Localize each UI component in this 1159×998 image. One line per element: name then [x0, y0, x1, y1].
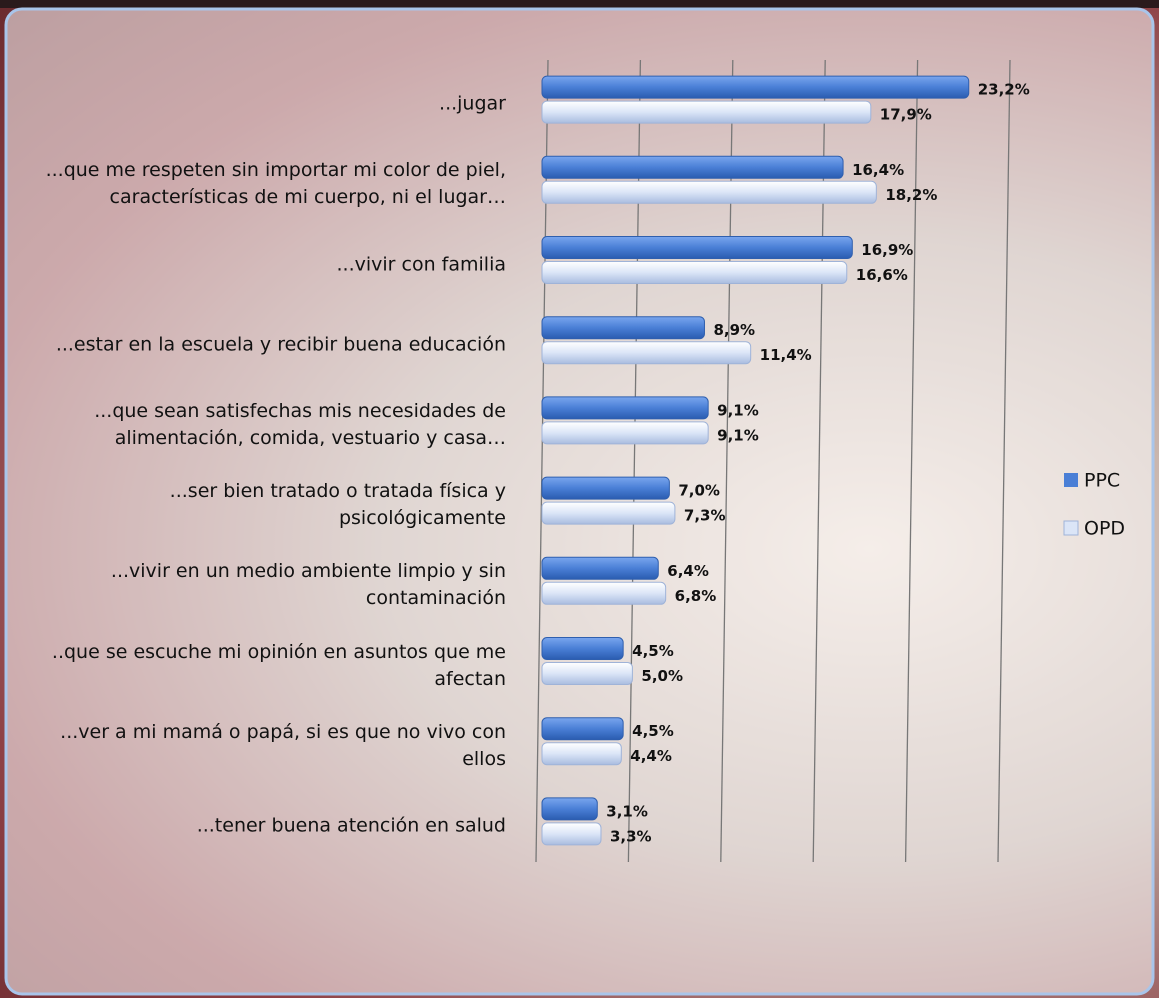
bar	[541, 316, 705, 340]
bar	[541, 717, 624, 741]
category-label: ...vivir con familia	[336, 253, 507, 275]
bar	[541, 797, 598, 821]
bar	[541, 100, 872, 124]
value-label: 23,2%	[978, 81, 1030, 99]
value-label: 3,3%	[610, 827, 652, 845]
category-label: ...jugar	[439, 92, 506, 115]
value-label: 3,1%	[606, 802, 648, 820]
bar	[541, 261, 848, 284]
value-label: 16,4%	[852, 161, 904, 179]
bar	[541, 236, 853, 259]
value-label: 4,4%	[630, 747, 672, 765]
bar	[541, 742, 622, 766]
panel	[4, 7, 1155, 996]
legend-label: OPD	[1084, 518, 1125, 540]
bar	[541, 662, 633, 685]
bar	[541, 180, 877, 204]
grid-line	[997, 59, 1011, 863]
bar	[541, 396, 709, 420]
legend-label: PPC	[1084, 470, 1120, 492]
bar	[541, 581, 667, 605]
bar	[541, 476, 670, 500]
value-label: 5,0%	[641, 667, 683, 685]
value-label: 18,2%	[885, 186, 937, 204]
bar	[541, 421, 709, 445]
value-label: 7,0%	[678, 482, 720, 500]
bar	[541, 556, 659, 580]
value-label: 4,5%	[632, 642, 674, 660]
value-label: 7,3%	[684, 507, 726, 525]
value-label: 8,9%	[713, 321, 755, 339]
value-label: 6,4%	[667, 562, 709, 580]
category-label: ...ver a mi mamá o papá, si es que no vi…	[60, 720, 506, 770]
category-label: ...ser bien tratado o tratada física y p…	[169, 480, 506, 530]
value-label: 4,5%	[632, 722, 674, 740]
category-label: ...tener buena atención en salud	[196, 814, 506, 837]
bar	[541, 822, 602, 846]
bar	[541, 501, 676, 525]
bar	[541, 155, 844, 179]
grid-line	[904, 59, 919, 863]
bar	[541, 75, 970, 99]
category-label: ...que me respeten sin importar mi color…	[45, 159, 506, 209]
category-label: ...vivir en un medio ambiente limpio y s…	[110, 560, 506, 610]
legend-swatch	[1064, 473, 1078, 487]
bar	[541, 341, 752, 365]
category-label: ...estar en la escuela y recibir buena e…	[55, 333, 506, 356]
bar	[541, 637, 624, 660]
value-label: 9,1%	[717, 401, 759, 419]
value-label: 16,9%	[861, 241, 913, 259]
value-label: 11,4%	[760, 346, 812, 364]
legend-swatch	[1063, 520, 1079, 536]
value-label: 9,1%	[717, 426, 759, 444]
top-band	[0, 0, 1159, 8]
value-label: 16,6%	[856, 266, 908, 284]
value-label: 17,9%	[880, 106, 932, 124]
category-label: ...que sean satisfechas mis necesidades …	[94, 399, 506, 449]
category-label: ..que se escuche mi opinión en asuntos q…	[51, 640, 506, 690]
value-label: 6,8%	[675, 587, 717, 605]
